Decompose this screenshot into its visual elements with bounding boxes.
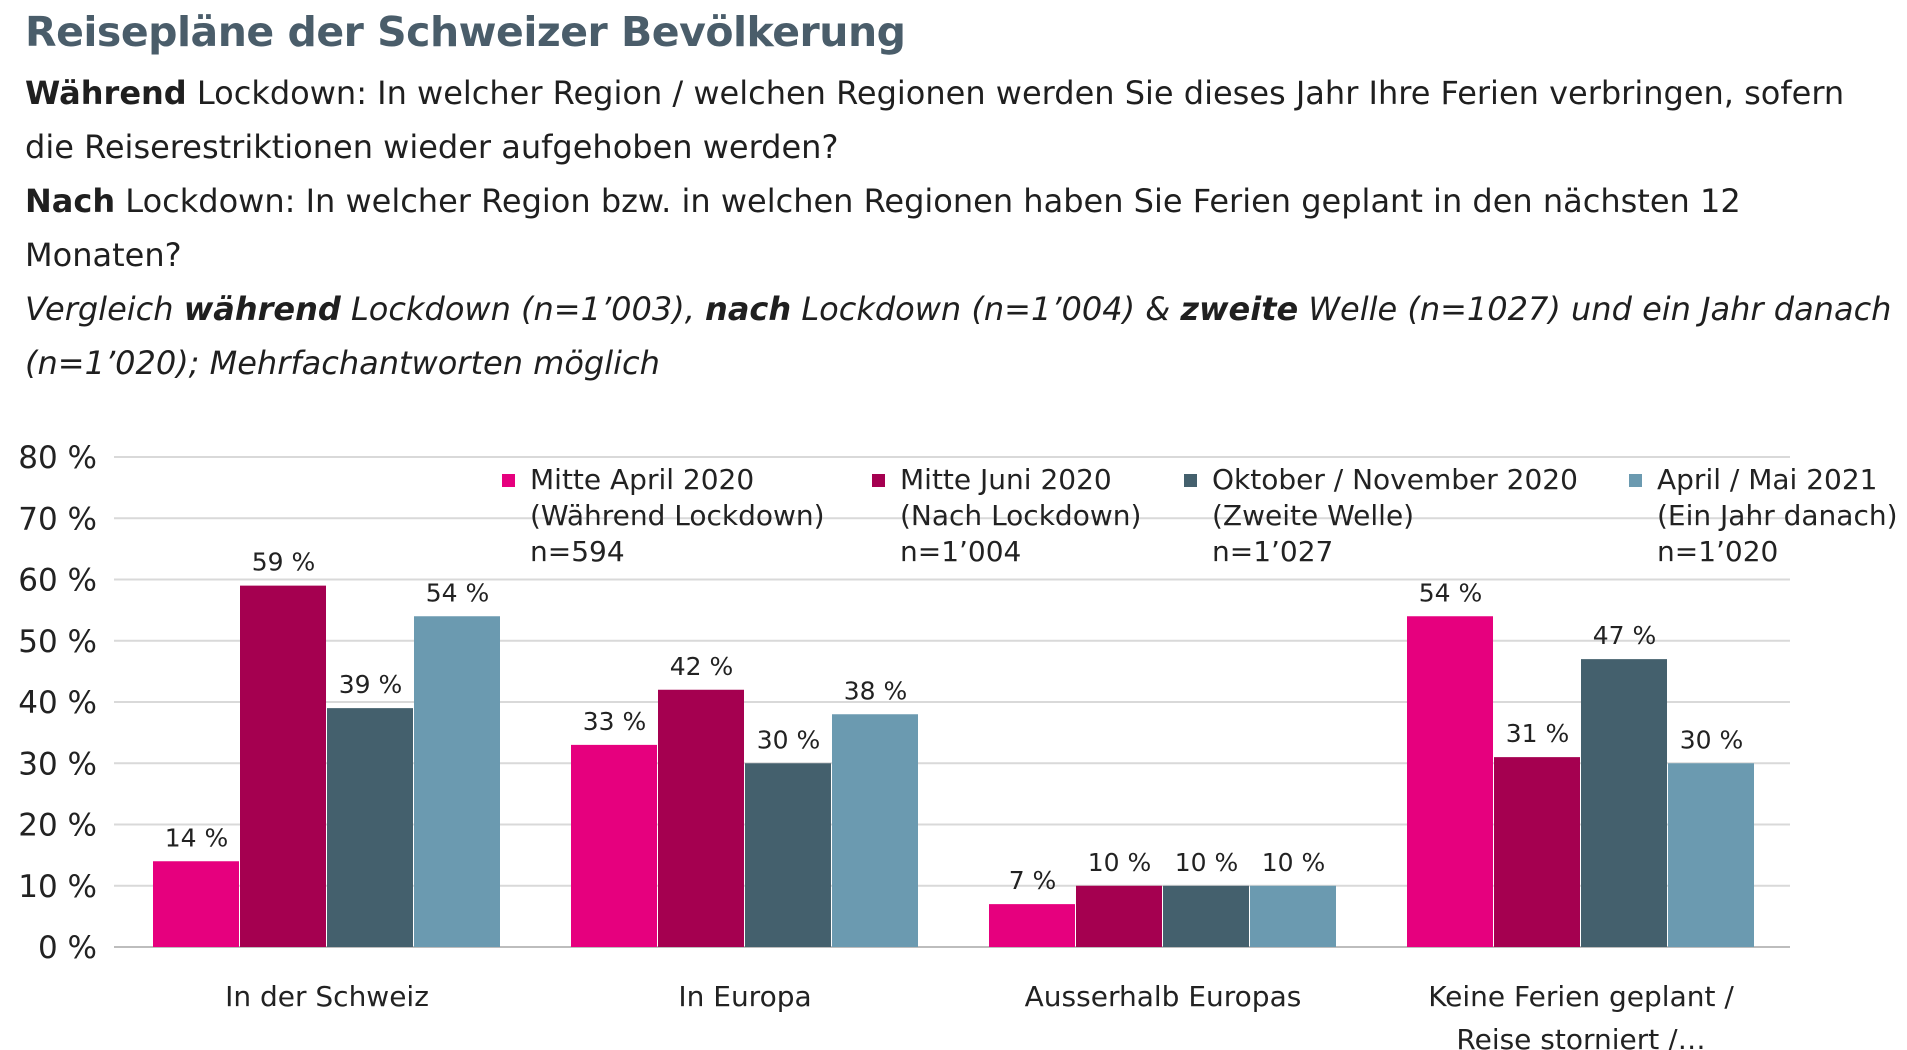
- bar: [571, 744, 657, 947]
- comparison-note: Vergleich während Lockdown (n=1’003), na…: [25, 290, 1892, 382]
- x-category-label: Keine Ferien geplant /: [1428, 980, 1734, 1013]
- bar-data-label: 54 %: [426, 578, 490, 607]
- legend-item-april-mai-2021: April / Mai 2021 (Ein Jahr danach) n=1’0…: [1629, 462, 1898, 570]
- x-category-label: In Europa: [678, 980, 811, 1013]
- bar-data-label: 33 %: [583, 707, 647, 736]
- question-during-lockdown: Während Lockdown: In welcher Region / we…: [25, 74, 1845, 166]
- y-tick-label: 40 %: [18, 685, 97, 721]
- bar-data-label: 31 %: [1506, 719, 1570, 748]
- bar: [153, 861, 239, 947]
- legend-swatch: [502, 474, 515, 487]
- bar-data-label: 14 %: [165, 823, 229, 852]
- bar-data-label: 30 %: [1680, 725, 1744, 754]
- bar: [1076, 885, 1162, 947]
- legend-item-april-2020: Mitte April 2020 (Während Lockdown) n=59…: [502, 462, 825, 570]
- bar: [1407, 616, 1493, 947]
- y-tick-label: 80 %: [18, 440, 97, 476]
- y-tick-label: 20 %: [18, 808, 97, 844]
- bar: [989, 904, 1075, 947]
- bar: [745, 763, 831, 947]
- bar-data-label: 39 %: [339, 670, 403, 699]
- bar: [414, 616, 500, 947]
- bar: [1494, 757, 1580, 947]
- y-tick-label: 10 %: [18, 869, 97, 905]
- question-after-lockdown: Nach Lockdown: In welcher Region bzw. in…: [25, 182, 1741, 274]
- legend-item-okt-nov-2020: Oktober / November 2020 (Zweite Welle) n…: [1184, 462, 1578, 570]
- bar: [327, 708, 413, 947]
- bar-data-label: 10 %: [1175, 848, 1239, 877]
- bar: [658, 689, 744, 947]
- chart-title: Reisepläne der Schweizer Bevölkerung: [25, 8, 906, 56]
- question-text: Während Lockdown: In welcher Region / we…: [25, 66, 1895, 390]
- y-tick-label: 60 %: [18, 563, 97, 599]
- bar: [240, 585, 326, 947]
- bar: [1581, 659, 1667, 947]
- bar: [1250, 885, 1336, 947]
- bars: [153, 585, 1754, 947]
- legend-swatch: [1184, 474, 1197, 487]
- bar-data-label: 10 %: [1088, 848, 1152, 877]
- bar: [832, 714, 918, 947]
- y-tick-label: 30 %: [18, 746, 97, 782]
- y-tick-label: 0 %: [38, 930, 97, 966]
- bar-data-label: 42 %: [670, 652, 734, 681]
- x-axis-category-labels: In der Schweiz In Europa Ausserhalb Europa…: [225, 980, 1734, 1050]
- legend-swatch: [872, 474, 885, 487]
- x-category-label: Ausserhalb Europas: [1025, 980, 1302, 1013]
- bar-data-label: 7 %: [1009, 866, 1057, 895]
- y-tick-label: 70 %: [18, 501, 97, 537]
- x-category-label: Reise storniert /…: [1456, 1023, 1705, 1050]
- bar-data-label: 59 %: [252, 548, 316, 577]
- bar-data-label: 47 %: [1593, 621, 1657, 650]
- y-axis-tick-labels: 0 % 10 % 20 % 30 % 40 % 50 % 60 % 70 % 80 %: [18, 440, 97, 966]
- bar: [1163, 885, 1249, 947]
- x-category-label: In der Schweiz: [225, 980, 429, 1013]
- bar-data-label: 10 %: [1262, 848, 1326, 877]
- bar-data-label: 30 %: [757, 725, 821, 754]
- bar-data-labels: 14 % 33 % 7 % 54 % 59 % 42 % 10 % 31 % 39 % 30 % 1…: [165, 548, 1744, 896]
- bar: [1668, 763, 1754, 947]
- bar-data-label: 38 %: [844, 676, 908, 705]
- bar-data-label: 54 %: [1419, 578, 1483, 607]
- y-tick-label: 50 %: [18, 624, 97, 660]
- legend-swatch: [1629, 474, 1642, 487]
- legend-item-juni-2020: Mitte Juni 2020 (Nach Lockdown) n=1’004: [872, 462, 1141, 570]
